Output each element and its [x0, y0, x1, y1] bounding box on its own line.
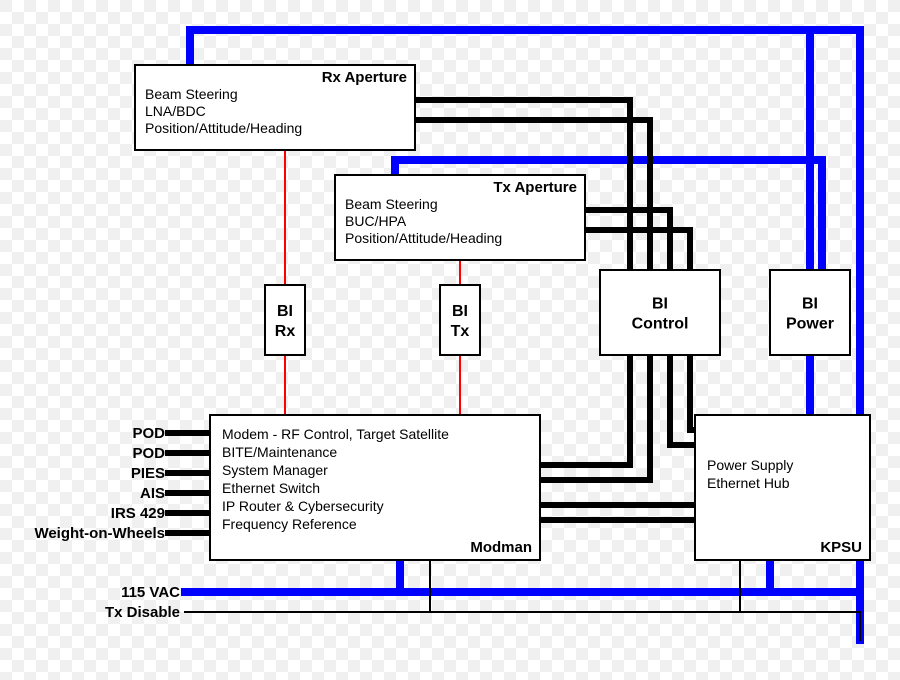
- box-line: Beam Steering: [345, 196, 438, 212]
- kpsu-line: Power Supply: [707, 457, 793, 473]
- modman-line: Ethernet Switch: [222, 480, 320, 496]
- tx-aperture-box: Tx Aperture Beam SteeringBUC/HPAPosition/…: [335, 175, 585, 260]
- modman-input-label: AIS: [140, 485, 165, 502]
- bi-label-top: BI: [802, 296, 818, 313]
- box-title: Rx Aperture: [322, 69, 407, 86]
- bi-label-top: BI: [652, 296, 668, 313]
- modman-title: Modman: [470, 539, 532, 556]
- box-line: Beam Steering: [145, 86, 238, 102]
- bi-label-bottom: Tx: [451, 323, 470, 340]
- box-line: BUC/HPA: [345, 213, 407, 229]
- kpsu-title: KPSU: [820, 539, 862, 556]
- box-line: Position/Attitude/Heading: [145, 120, 302, 136]
- box-line: Position/Attitude/Heading: [345, 230, 502, 246]
- modman-input-label: Weight-on-Wheels: [34, 525, 165, 542]
- bi-label-bottom: Control: [632, 316, 689, 333]
- modman-line: System Manager: [222, 462, 328, 478]
- label-115vac: 115 VAC: [121, 584, 180, 601]
- bi-power-box: BI Power: [770, 270, 850, 355]
- bi-tx-box: BI Tx: [440, 285, 480, 355]
- modman-line: Frequency Reference: [222, 516, 357, 532]
- bi-label-bottom: Power: [786, 316, 834, 333]
- modman-line: Modem - RF Control, Target Satellite: [222, 426, 449, 442]
- block-diagram: Rx ApertureBeam SteeringLNA/BDCPosition/…: [0, 0, 900, 680]
- kpsu-line: Ethernet Hub: [707, 475, 790, 491]
- rx-aperture-box: Rx Aperture Beam SteeringLNA/BDCPosition/…: [135, 65, 415, 150]
- kpsu-box: Power Supply Ethernet Hub KPSU: [695, 415, 870, 560]
- label-tx-disable: Tx Disable: [105, 604, 180, 621]
- box-line: LNA/BDC: [145, 103, 206, 119]
- modman-box: Modem - RF Control, Target Satellite BITE…: [210, 415, 540, 560]
- bi-label-bottom: Rx: [275, 323, 296, 340]
- modman-input-label: PIES: [131, 465, 165, 482]
- modman-line: IP Router & Cybersecurity: [222, 498, 384, 514]
- bi-control-box: BI Control: [600, 270, 720, 355]
- modman-input-label: POD: [132, 445, 165, 462]
- bi-label-top: BI: [452, 303, 468, 320]
- modman-input-label: POD: [132, 425, 165, 442]
- modman-input-label: IRS 429: [111, 505, 165, 522]
- box-title: Tx Aperture: [493, 179, 577, 196]
- bi-label-top: BI: [277, 303, 293, 320]
- bi-rx-box: BI Rx: [265, 285, 305, 355]
- modman-line: BITE/Maintenance: [222, 444, 337, 460]
